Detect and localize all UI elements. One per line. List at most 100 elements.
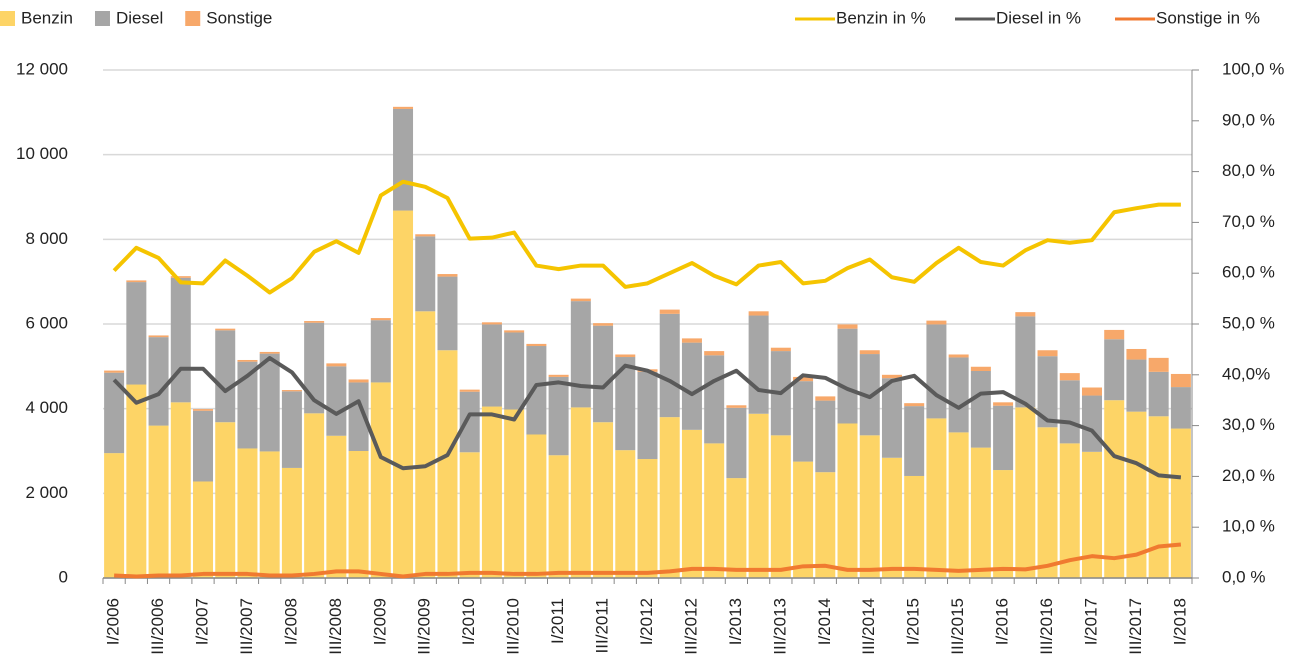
bar-segment — [415, 236, 436, 312]
bar-segment — [881, 378, 902, 458]
bar-segment — [615, 354, 636, 358]
bar-segment — [326, 366, 347, 436]
x-tick-label: I/2008 — [281, 598, 300, 645]
y2-tick-label: 20,0 % — [1222, 466, 1275, 485]
legend-label: Benzin in % — [836, 8, 926, 27]
bar-segment — [970, 366, 991, 371]
y2-tick-label: 50,0 % — [1222, 313, 1275, 332]
bar-segment — [859, 435, 880, 578]
bar-segment — [659, 417, 680, 578]
bar-segment — [793, 461, 814, 578]
x-tick-label: III/2008 — [326, 598, 345, 655]
x-tick-label: I/2009 — [370, 598, 389, 645]
bar-segment — [615, 357, 636, 451]
bar-segment — [926, 320, 947, 325]
bar-segment — [570, 407, 591, 578]
bar-segment — [1015, 316, 1036, 408]
x-tick-label: III/2013 — [770, 598, 789, 655]
x-tick-label: III/2010 — [504, 598, 523, 655]
bar-segment — [770, 347, 791, 352]
bar-segment — [126, 280, 147, 283]
bar-segment — [837, 423, 858, 578]
bar-segment — [1037, 427, 1058, 578]
bar-segment — [593, 323, 614, 326]
legend-swatch — [185, 11, 201, 26]
bar-segment — [859, 350, 880, 355]
y-tick-label: 8 000 — [25, 229, 68, 248]
bar-segment — [726, 478, 747, 578]
bar-segment — [1148, 357, 1169, 372]
bar-segment — [393, 108, 414, 211]
bar-segment — [926, 324, 947, 419]
bar-segment — [526, 434, 547, 578]
bar-segment — [1059, 373, 1080, 381]
bar-segment — [415, 311, 436, 578]
x-tick-label: I/2016 — [993, 598, 1012, 645]
y-tick-label: 4 000 — [25, 398, 68, 417]
bar-segment — [437, 274, 458, 277]
x-tick-label: I/2015 — [904, 598, 923, 645]
y2-tick-label: 40,0% — [1222, 364, 1270, 383]
bar-segment — [170, 277, 191, 403]
bar-segment — [126, 282, 147, 385]
bar-segment — [1081, 387, 1102, 396]
y-tick-label: 2 000 — [25, 483, 68, 502]
bar-segment — [370, 318, 391, 321]
bar-segment — [548, 374, 569, 377]
x-tick-label: III/2011 — [593, 598, 612, 653]
legend-swatch — [94, 11, 110, 26]
bar-segment — [326, 435, 347, 578]
bar-segment — [659, 313, 680, 418]
line-series — [112, 179, 1181, 295]
legend-label: Sonstige — [206, 8, 272, 27]
bar-segment — [281, 390, 302, 392]
bar-segment — [993, 402, 1014, 406]
bar-segment — [193, 481, 214, 578]
bar-segment — [637, 459, 658, 578]
bar-segment — [748, 315, 769, 414]
bar-segment — [704, 351, 725, 356]
bar-segment — [926, 418, 947, 578]
bar-segment — [1104, 329, 1125, 340]
bar-segment — [726, 405, 747, 408]
bar-segment — [881, 457, 902, 578]
bar-segment — [837, 328, 858, 424]
bar-segment — [948, 354, 969, 358]
x-tick-label: I/2018 — [1170, 598, 1189, 645]
bar-segment — [637, 371, 658, 460]
y2-tick-label: 80,0 % — [1222, 161, 1275, 180]
bar-segment — [704, 355, 725, 444]
bar-segment — [148, 335, 169, 338]
bar-segment — [1059, 380, 1080, 444]
bar-segment — [770, 435, 791, 578]
bar-segment — [193, 410, 214, 482]
bar-segment — [993, 470, 1014, 578]
bar-segment — [104, 372, 125, 454]
bar-segment — [704, 443, 725, 578]
bar-segment — [215, 328, 236, 331]
bar-segment — [837, 324, 858, 329]
bar-segment — [1104, 339, 1125, 401]
bar-segment — [504, 330, 525, 333]
bar-segment — [904, 403, 925, 407]
bar-segment — [904, 475, 925, 578]
y-tick-label: 12 000 — [16, 59, 68, 78]
bar-segment — [793, 376, 814, 382]
bar-segment — [1170, 387, 1191, 429]
line-series — [114, 542, 1182, 579]
y2-tick-label: 70,0 % — [1222, 212, 1275, 231]
bar-segment — [593, 422, 614, 578]
bar-segment — [437, 276, 458, 351]
x-tick-label: I/2010 — [459, 598, 478, 645]
bar-segment — [393, 106, 414, 109]
bar-segment — [348, 382, 369, 451]
bar-segment — [304, 413, 325, 578]
bar-segment — [148, 337, 169, 426]
y-tick-label: 0 — [59, 567, 68, 586]
y2-tick-label: 90,0 % — [1222, 110, 1275, 129]
bar-segment — [1148, 371, 1169, 417]
bar-segment — [304, 322, 325, 414]
bar-segment — [215, 422, 236, 578]
